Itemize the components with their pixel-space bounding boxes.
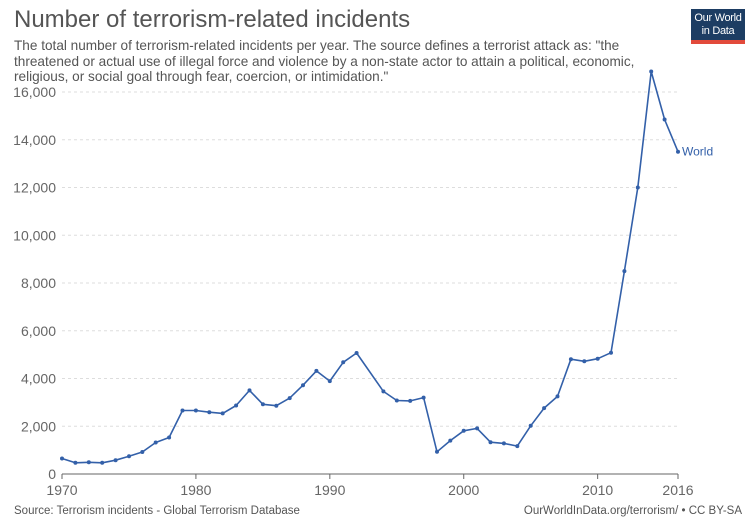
data-point[interactable] [381, 389, 386, 394]
data-point[interactable] [327, 379, 332, 384]
x-tick-label: 1980 [180, 482, 211, 498]
data-point[interactable] [475, 426, 480, 431]
x-axis: 1970 1980 1990 2000 2010 2016 [46, 473, 694, 498]
data-point[interactable] [287, 396, 292, 401]
y-axis-ticks: 0 2,000 4,000 6,000 8,000 10,000 12,000 14,000 1… [13, 84, 56, 482]
data-point[interactable] [207, 410, 212, 415]
data-point[interactable] [515, 444, 520, 449]
data-point[interactable] [649, 69, 654, 74]
series-line[interactable] [61, 70, 679, 464]
logo-line-2: in Data [701, 25, 735, 37]
x-tick-label: 1970 [46, 482, 77, 498]
data-point[interactable] [127, 454, 131, 459]
chart-subtitle: The total number of terrorism-related in… [14, 38, 635, 84]
data-point[interactable] [314, 368, 319, 373]
data-point[interactable] [220, 411, 225, 416]
x-tick-label: 2000 [448, 482, 479, 498]
series-label-world: World [682, 145, 713, 159]
data-point[interactable] [408, 398, 413, 403]
y-tick-label: 2,000 [21, 418, 56, 434]
data-point[interactable] [247, 388, 252, 393]
data-point[interactable] [448, 438, 453, 443]
data-point[interactable] [568, 357, 573, 362]
y-tick-label: 14,000 [13, 132, 56, 148]
series-world[interactable]: World [60, 69, 713, 465]
data-point[interactable] [662, 117, 667, 122]
data-point[interactable] [461, 428, 466, 433]
data-point[interactable] [542, 406, 547, 411]
source-note: Source: Terrorism incidents - Global Ter… [14, 505, 300, 517]
y-tick-label: 16,000 [13, 84, 56, 100]
y-tick-label: 8,000 [21, 275, 56, 291]
chart-title: Number of terrorism-related incidents [14, 6, 411, 33]
data-point[interactable] [488, 440, 493, 445]
y-tick-label: 10,000 [13, 227, 56, 243]
logo-line-1: Our World [694, 12, 742, 24]
data-point[interactable] [274, 403, 279, 408]
y-tick-label: 6,000 [21, 323, 56, 339]
data-point[interactable] [354, 351, 359, 355]
data-point[interactable] [528, 423, 533, 428]
data-point[interactable] [140, 450, 145, 454]
gridlines [62, 91, 678, 427]
data-point[interactable] [193, 408, 198, 413]
owid-logo[interactable]: Our World in Data [691, 9, 745, 44]
data-point[interactable] [260, 402, 265, 407]
y-tick-label: 4,000 [21, 371, 56, 387]
data-point[interactable] [167, 435, 172, 440]
data-point[interactable] [153, 440, 158, 445]
data-point[interactable] [60, 456, 64, 461]
data-point[interactable] [73, 460, 78, 465]
data-point[interactable] [435, 449, 439, 454]
data-point[interactable] [394, 398, 399, 403]
data-point[interactable] [676, 149, 680, 154]
data-point[interactable] [341, 360, 346, 365]
credit-link[interactable]: OurWorldInData.org/terrorism/ • CC BY-SA [523, 505, 742, 517]
data-point[interactable] [609, 350, 613, 355]
data-point[interactable] [301, 383, 305, 388]
data-point[interactable] [113, 458, 118, 463]
data-point[interactable] [234, 403, 239, 408]
data-point[interactable] [86, 460, 91, 465]
data-point[interactable] [635, 185, 640, 190]
x-tick-label: 2016 [662, 482, 693, 498]
data-point[interactable] [421, 395, 426, 400]
data-point[interactable] [582, 359, 587, 364]
data-point[interactable] [555, 394, 560, 399]
x-tick-label: 1990 [314, 482, 345, 498]
data-point[interactable] [501, 441, 506, 446]
data-point[interactable] [100, 460, 105, 465]
data-point[interactable] [622, 269, 627, 274]
data-point[interactable] [595, 356, 600, 361]
data-point[interactable] [180, 408, 185, 413]
y-tick-label: 12,000 [13, 180, 56, 196]
x-tick-label: 2010 [582, 482, 613, 498]
y-tick-label: 0 [48, 466, 56, 482]
